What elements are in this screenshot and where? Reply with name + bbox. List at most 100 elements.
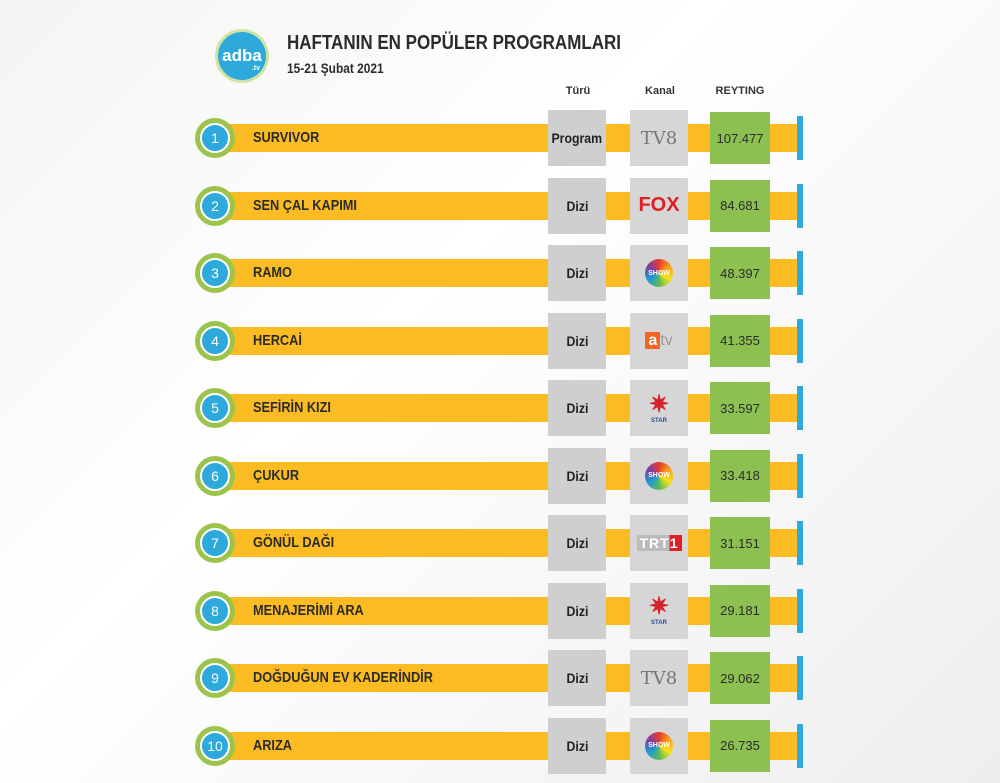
program-type: Dizi (548, 245, 606, 301)
table-row: 3 RAMO Dizi SHOW 48.397 (195, 243, 810, 303)
column-header-type: Türü (565, 85, 591, 97)
program-type: Dizi (548, 177, 606, 234)
rank-badge: 10 (200, 730, 230, 761)
program-name: DOĞDUĞUN EV KADERİNDİR (253, 669, 433, 686)
program-type: Dizi (548, 447, 606, 504)
channel-cell: a tv (630, 312, 688, 369)
table-row: 5 SEFİRİN KIZI Dizi ✷ STAR 33.597 (195, 378, 810, 438)
program-name: ARIZA (253, 736, 292, 754)
rating-value: 41.355 (710, 314, 770, 367)
column-header-channel: Kanal (645, 85, 675, 97)
program-type-label: Dizi (566, 467, 588, 484)
program-type-label: Dizi (566, 670, 588, 686)
rank-badge: 3 (200, 258, 230, 288)
program-name: GÖNÜL DAĞI (253, 534, 335, 551)
row-edge-marker (797, 318, 803, 363)
program-type-label: Dizi (566, 737, 588, 754)
show-tv-logo: SHOW (645, 259, 673, 287)
program-name: MENAJERİMİ ARA (253, 601, 364, 619)
program-type: Dizi (548, 515, 606, 571)
row-edge-marker (797, 251, 803, 295)
channel-cell: TRT1 (630, 515, 688, 571)
tv8-logo: TV8 (640, 667, 678, 689)
logo-text: adba (222, 46, 262, 65)
channel-cell: SHOW (630, 447, 688, 504)
row-bar (220, 664, 797, 692)
atv-logo: a tv (645, 331, 673, 350)
rating-value: 107.477 (710, 112, 770, 164)
channel-label: STAR (651, 620, 667, 626)
rank-badge: 9 (200, 663, 230, 693)
channel-cell: SHOW (630, 245, 688, 301)
rank-badge: 6 (200, 460, 230, 491)
star-tv-logo: ✷ STAR (648, 593, 670, 627)
program-name: ÇUKUR (253, 466, 300, 484)
program-type: Dizi (548, 312, 606, 369)
table-row: 7 GÖNÜL DAĞI Dizi TRT1 31.151 (195, 513, 810, 573)
rank-badge: 7 (200, 528, 230, 558)
row-bar (220, 731, 797, 760)
program-type-label: Dizi (566, 535, 588, 551)
program-type-label: Dizi (566, 400, 588, 416)
row-bar (220, 326, 797, 355)
rating-value: 29.181 (710, 584, 770, 637)
program-type-label: Dizi (566, 265, 588, 281)
program-type-label: Dizi (566, 602, 588, 619)
star-tv-logo: ✷ STAR (648, 390, 670, 424)
program-name: SEFİRİN KIZI (253, 399, 331, 416)
rank-badge: 5 (200, 393, 230, 423)
row-bar (220, 461, 797, 490)
row-bar (220, 259, 797, 287)
logo-suffix: .tv (251, 65, 260, 72)
channel-cell: ✷ STAR (630, 380, 688, 436)
program-type-label: Program (551, 130, 603, 146)
rating-value: 33.418 (710, 449, 770, 502)
rating-value: 26.735 (710, 719, 770, 772)
tv8-logo: TV8 (640, 127, 678, 149)
channel-cell: TV8 (630, 110, 688, 166)
channel-cell: FOX (630, 177, 688, 234)
table-row: 8 MENAJERİMİ ARA Dizi ✷ STAR 29.181 (195, 581, 810, 641)
row-edge-marker (797, 588, 803, 633)
rank-badge: 2 (200, 190, 230, 221)
adba-logo: adba .tv (218, 32, 266, 80)
show-tv-logo: SHOW (645, 731, 673, 760)
channel-label: STAR (651, 417, 667, 424)
program-type-label: Dizi (566, 332, 588, 349)
page-subtitle: 15-21 Şubat 2021 (287, 60, 384, 76)
table-row: 2 SEN ÇAL KAPIMI Dizi FOX 84.681 (195, 176, 810, 236)
rating-value: 29.062 (710, 652, 770, 704)
program-type: Dizi (548, 582, 606, 639)
program-type: Dizi (548, 650, 606, 706)
rank-badge: 1 (200, 123, 230, 153)
program-type: Dizi (548, 717, 606, 774)
rating-value: 33.597 (710, 382, 770, 434)
channel-cell: ✷ STAR (630, 582, 688, 639)
row-edge-marker (797, 183, 803, 228)
table-row: 10 ARIZA Dizi SHOW 26.735 (195, 716, 810, 776)
row-bar (220, 394, 797, 422)
row-bar (220, 596, 797, 625)
column-header-rating: REYTING (715, 85, 765, 97)
row-bar (220, 124, 797, 152)
program-name: RAMO (253, 264, 292, 281)
rating-value: 48.397 (710, 247, 770, 299)
star-icon: ✷ (648, 390, 670, 418)
channel-cell: TV8 (630, 650, 688, 706)
star-icon: ✷ (648, 593, 670, 620)
table-row: 9 DOĞDUĞUN EV KADERİNDİR Dizi TV8 29.062 (195, 648, 810, 708)
show-tv-logo: SHOW (645, 461, 673, 490)
rank-badge: 8 (200, 595, 230, 626)
row-bar (220, 529, 797, 557)
program-name: SURVIVOR (253, 129, 320, 146)
row-edge-marker (797, 656, 803, 700)
program-name: SEN ÇAL KAPIMI (253, 196, 357, 214)
rating-value: 31.151 (710, 517, 770, 569)
page-title: HAFTANIN EN POPÜLER PROGRAMLARI (287, 32, 622, 54)
row-edge-marker (797, 116, 803, 160)
row-edge-marker (797, 386, 803, 430)
row-edge-marker (797, 453, 803, 498)
row-edge-marker (797, 521, 803, 565)
program-type: Program (548, 110, 606, 166)
program-type-label: Dizi (566, 197, 588, 214)
